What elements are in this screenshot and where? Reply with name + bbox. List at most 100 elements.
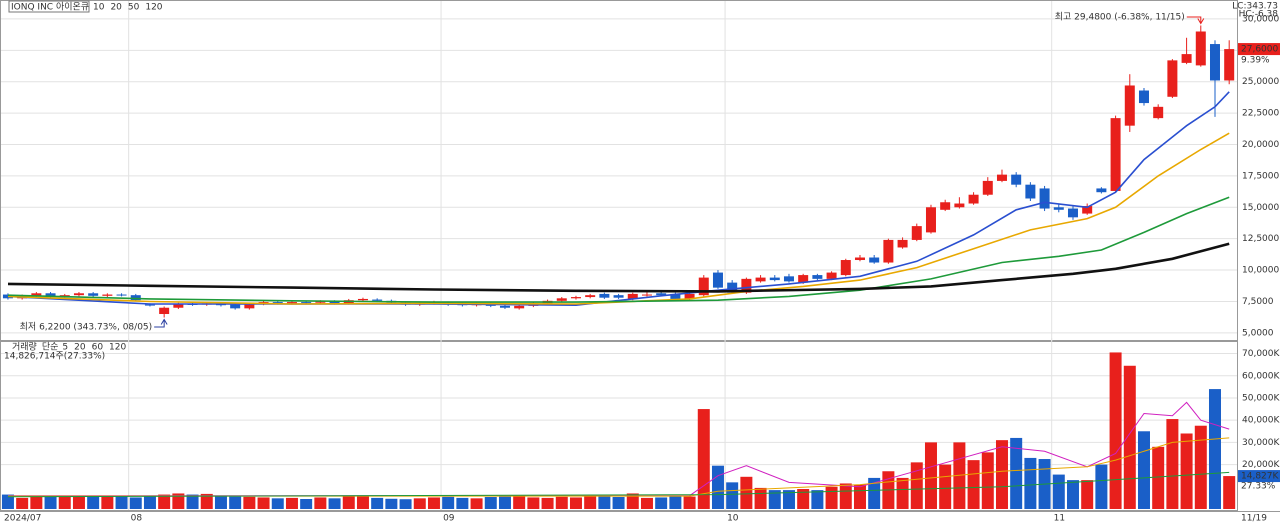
candle-body (1011, 174, 1022, 185)
candle-body (1039, 188, 1050, 209)
y-tick-label: 15,0000 (1242, 203, 1279, 213)
ma-line (7, 132, 1230, 305)
candle-body (73, 293, 84, 296)
candle-body (641, 294, 652, 296)
volume-bar (371, 497, 384, 509)
candle-body (230, 304, 241, 309)
candle-body (727, 282, 738, 293)
stat-lc: LC:343.73 (1232, 2, 1278, 12)
volume-bar (853, 484, 866, 509)
volume-bar (995, 440, 1008, 509)
candle-body (656, 293, 667, 296)
volume-bar (143, 495, 156, 509)
ma-line (7, 242, 1230, 293)
candle-body (88, 293, 99, 296)
volume-bar (129, 497, 142, 509)
volume-bar (513, 496, 526, 509)
volume-bar (967, 460, 980, 509)
volume-bar (669, 496, 682, 509)
candle-body (883, 239, 894, 263)
volume-bar (229, 496, 242, 509)
volume-bar (939, 464, 952, 509)
volume-bar (782, 490, 795, 509)
candle-body (982, 180, 993, 195)
volume-tag (1238, 470, 1280, 483)
candle-body (1096, 188, 1107, 193)
volume-bar (1066, 480, 1079, 509)
candle-body (357, 298, 368, 301)
volume-bar (172, 493, 185, 509)
y-tick-label: 20,000K (1242, 460, 1280, 470)
candle-body (244, 304, 255, 309)
volume-bar (655, 497, 668, 509)
high-arrow (1186, 16, 1205, 25)
volume-bar (711, 465, 724, 509)
volume-bar (16, 497, 29, 509)
x-tick-label: 2024/07 (4, 514, 41, 524)
candle-body (159, 307, 170, 315)
candle-body (1082, 206, 1093, 214)
title-box (8, 0, 90, 13)
price-pane (0, 0, 1238, 341)
volume-change: 27.33% (1241, 482, 1276, 492)
volume-bar (200, 493, 213, 509)
legend-entry: 50 (128, 3, 140, 13)
low-arrow (154, 318, 168, 328)
legend-entry: 60 (92, 343, 104, 353)
candle-body (840, 260, 851, 276)
volume-bar (896, 477, 909, 509)
ma-line (8, 401, 1230, 497)
volume-bar (385, 498, 398, 509)
volume-bar (427, 497, 440, 509)
volume-bar (186, 494, 199, 509)
volume-bar (811, 490, 824, 509)
candle-body (911, 226, 922, 240)
volume-bar (1166, 419, 1179, 509)
candle-body (940, 202, 951, 210)
volume-bar (58, 495, 71, 509)
candle-body (954, 203, 965, 208)
volume-title: 거래량 (12, 341, 37, 353)
candle-body (826, 272, 837, 279)
volume-bar (1052, 474, 1065, 509)
legend-entry: 20 (110, 3, 122, 13)
candle-body (854, 257, 865, 261)
candle-body (272, 302, 283, 304)
volume-bar (1081, 480, 1094, 509)
legend-entry: 20 (74, 343, 86, 353)
volume-summary: 14,826,714주(27.33%) (4, 351, 105, 362)
volume-bar (44, 496, 57, 509)
volume-bar (484, 497, 497, 509)
y-tick-label: 17,5000 (1242, 171, 1279, 181)
volume-bar (868, 477, 881, 509)
volume-ma-kind: 단순 (42, 342, 59, 353)
volume-bar (328, 498, 341, 509)
candle-body (1181, 54, 1192, 63)
legend-entry: 120 (145, 3, 162, 13)
volume-bar (456, 497, 469, 509)
y-tick-label: 30,000K (1242, 438, 1280, 448)
volume-bar (768, 490, 781, 509)
volume-bar (981, 452, 994, 509)
candle-body (585, 295, 596, 298)
candle-body (116, 294, 127, 296)
volume-bar (754, 487, 767, 509)
volume-bar (1109, 352, 1122, 509)
legend-entry: 10 (93, 3, 105, 13)
volume-bar (626, 493, 639, 509)
chart-title: IONQ INC 아이온큐 (11, 2, 89, 13)
volume-bar (498, 496, 511, 509)
candle-body (798, 275, 809, 283)
volume-bar (271, 498, 284, 509)
volume-bar (1024, 457, 1037, 509)
candle-body (684, 293, 695, 299)
volume-bar (1223, 476, 1236, 509)
candle-body (514, 305, 525, 309)
volume-bar (1, 494, 14, 509)
candle-body (897, 239, 908, 248)
y-tick-label: 25,0000 (1242, 77, 1279, 87)
volume-pane (0, 341, 1238, 511)
volume-bar (1180, 433, 1193, 509)
candle-body (869, 257, 880, 263)
